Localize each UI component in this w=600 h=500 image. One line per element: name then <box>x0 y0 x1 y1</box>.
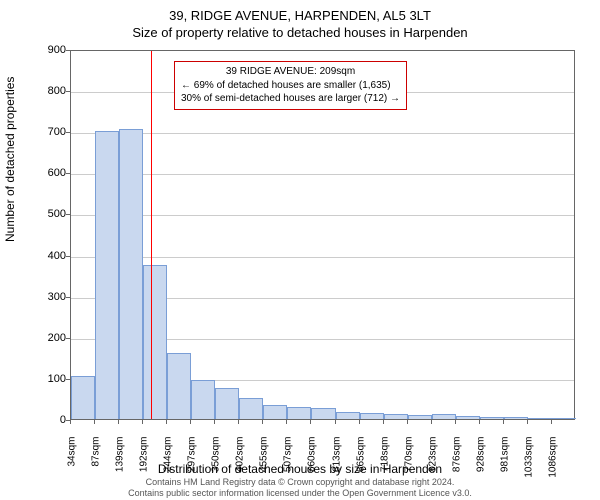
x-tick-mark <box>383 420 384 424</box>
annotation-box: 39 RIDGE AVENUE: 209sqm← 69% of detached… <box>174 61 407 110</box>
grid-line <box>71 133 574 134</box>
x-tick-mark <box>214 420 215 424</box>
x-tick-mark <box>479 420 480 424</box>
histogram-bar <box>408 415 432 419</box>
y-tick-label: 500 <box>40 208 66 220</box>
x-tick-mark <box>238 420 239 424</box>
histogram-bar <box>311 408 335 420</box>
y-tick-label: 0 <box>40 414 66 426</box>
x-tick-mark <box>527 420 528 424</box>
x-tick-mark <box>359 420 360 424</box>
footer-line2: Contains public sector information licen… <box>128 488 472 498</box>
footer-attribution: Contains HM Land Registry data © Crown c… <box>0 477 600 498</box>
reference-line <box>151 51 152 419</box>
histogram-bar <box>528 418 552 419</box>
histogram-bar <box>71 376 95 419</box>
y-tick-label: 600 <box>40 167 66 179</box>
grid-line <box>71 215 574 216</box>
y-tick-mark <box>66 379 70 380</box>
x-tick-mark <box>262 420 263 424</box>
histogram-bar <box>143 265 167 419</box>
histogram-bar <box>119 129 143 419</box>
page-subtitle: Size of property relative to detached ho… <box>0 23 600 40</box>
grid-line <box>71 257 574 258</box>
x-tick-mark <box>94 420 95 424</box>
annotation-line2: ← 69% of detached houses are smaller (1,… <box>181 79 400 93</box>
x-tick-mark <box>70 420 71 424</box>
histogram-bar <box>239 398 263 419</box>
x-tick-mark <box>551 420 552 424</box>
y-tick-label: 300 <box>40 291 66 303</box>
histogram-bar <box>432 414 456 419</box>
x-tick-mark <box>455 420 456 424</box>
page-title: 39, RIDGE AVENUE, HARPENDEN, AL5 3LT <box>0 0 600 23</box>
histogram-bar <box>456 416 480 419</box>
y-tick-mark <box>66 91 70 92</box>
y-tick-mark <box>66 173 70 174</box>
y-tick-mark <box>66 338 70 339</box>
y-tick-mark <box>66 297 70 298</box>
y-tick-label: 200 <box>40 332 66 344</box>
x-tick-mark <box>286 420 287 424</box>
histogram-bar <box>215 388 239 419</box>
grid-line <box>71 174 574 175</box>
y-tick-label: 100 <box>40 373 66 385</box>
x-tick-mark <box>190 420 191 424</box>
histogram-bar <box>384 414 408 419</box>
x-tick-mark <box>431 420 432 424</box>
y-axis-label: Number of detached properties <box>3 77 17 242</box>
x-tick-mark <box>503 420 504 424</box>
annotation-line3: 30% of semi-detached houses are larger (… <box>181 92 400 106</box>
histogram-bar <box>504 417 528 419</box>
histogram-bar <box>552 418 576 419</box>
y-tick-mark <box>66 214 70 215</box>
histogram-bar <box>360 413 384 419</box>
y-tick-label: 900 <box>40 44 66 56</box>
histogram-bar <box>191 380 215 419</box>
y-tick-mark <box>66 132 70 133</box>
histogram-bar <box>480 417 504 419</box>
y-tick-label: 800 <box>40 85 66 97</box>
y-tick-label: 700 <box>40 126 66 138</box>
footer-line1: Contains HM Land Registry data © Crown c… <box>146 477 455 487</box>
x-axis-label: Distribution of detached houses by size … <box>0 462 600 476</box>
histogram-bar <box>95 131 119 419</box>
histogram-bar <box>287 407 311 419</box>
x-tick-mark <box>407 420 408 424</box>
y-tick-mark <box>66 256 70 257</box>
histogram-bar <box>167 353 191 419</box>
annotation-line1: 39 RIDGE AVENUE: 209sqm <box>181 65 400 79</box>
x-tick-mark <box>118 420 119 424</box>
histogram-chart: 39 RIDGE AVENUE: 209sqm← 69% of detached… <box>70 50 575 420</box>
x-tick-mark <box>142 420 143 424</box>
histogram-bar <box>336 412 360 419</box>
y-tick-mark <box>66 50 70 51</box>
y-tick-label: 400 <box>40 250 66 262</box>
x-tick-mark <box>166 420 167 424</box>
x-tick-mark <box>335 420 336 424</box>
histogram-bar <box>263 405 287 419</box>
x-tick-mark <box>310 420 311 424</box>
